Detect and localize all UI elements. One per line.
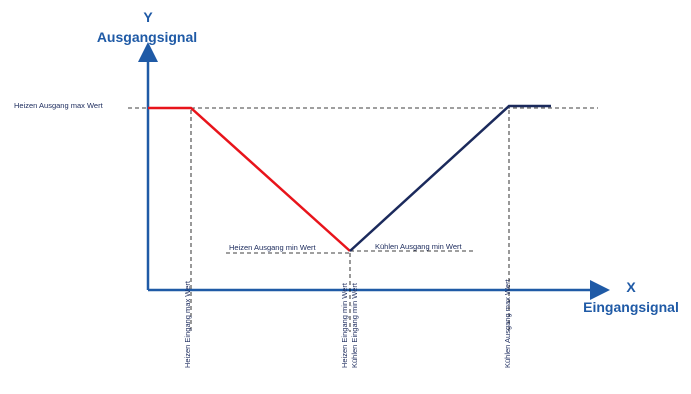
label-kuehlen-eingang-min: Kühlen Eingang min Wert — [350, 282, 359, 368]
label-heizen-eingang-max: Heizen Eingang max Wert — [183, 280, 192, 368]
label-heizen-ausgang-max: Heizen Ausgang max Wert — [14, 101, 104, 110]
label-kuehlen-ausgang-min: Kühlen Ausgang min Wert — [375, 242, 462, 251]
heating-curve — [148, 106, 351, 252]
label-heizen-ausgang-min: Heizen Ausgang min Wert — [229, 243, 316, 252]
x-axis-title: Eingangsignal — [583, 299, 679, 315]
x-axis-letter: X — [626, 279, 636, 295]
y-axis-letter: Y — [143, 9, 153, 25]
label-heizen-eingang-min: Heizen Eingang min Wert — [340, 282, 349, 368]
label-kuehlen-ausgang-max: Kühlen Ausgang max Wert — [503, 278, 512, 368]
cooling-curve — [349, 104, 551, 252]
y-axis-title: Ausgangsignal — [97, 29, 197, 45]
